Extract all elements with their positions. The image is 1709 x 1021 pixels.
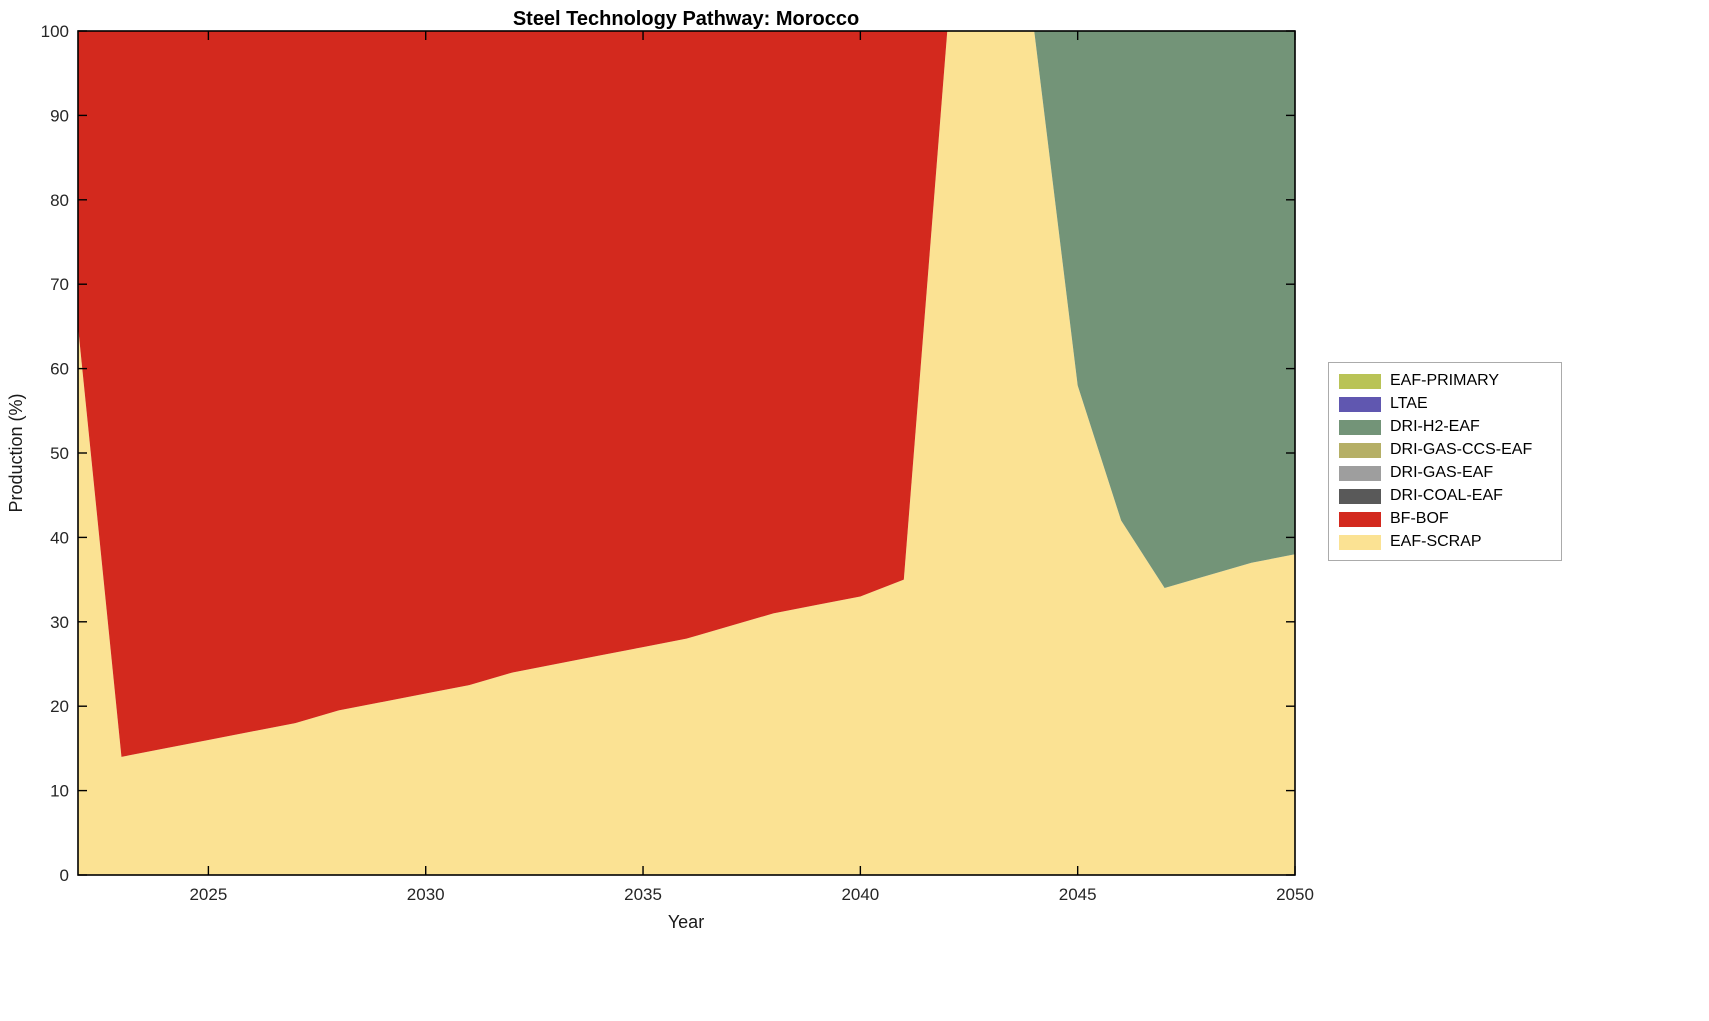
- legend-swatch-DRI-COAL-EAF: [1339, 488, 1381, 504]
- legend-label: DRI-GAS-EAF: [1390, 464, 1494, 481]
- legend-label: DRI-COAL-EAF: [1390, 487, 1503, 504]
- x-tick-label: 2030: [407, 885, 445, 904]
- tick-labels: 2025 2030 2035 2040 2045 20500102030405060708…: [41, 22, 1314, 904]
- x-tick-label: 2050: [1276, 885, 1314, 904]
- y-tick-label: 70: [50, 275, 69, 294]
- y-tick-label: 90: [50, 106, 69, 125]
- legend-item: DRI-COAL-EAF: [1339, 487, 1551, 505]
- area-BF-BOF: [78, 31, 1295, 757]
- x-tick-label: 2040: [841, 885, 879, 904]
- legend-label: EAF-PRIMARY: [1390, 372, 1500, 389]
- y-tick-label: 100: [41, 22, 69, 41]
- y-tick-label: 50: [50, 444, 69, 463]
- legend-label: DRI-H2-EAF: [1390, 418, 1480, 435]
- legend-item: EAF-SCRAP: [1339, 533, 1551, 551]
- legend-label: DRI-GAS-CCS-EAF: [1390, 441, 1533, 458]
- legend-swatch-LTAE: [1339, 396, 1381, 412]
- chart-axes: [77, 30, 1296, 876]
- legend-item: LTAE: [1339, 395, 1551, 413]
- legend: EAF-PRIMARY LTAE DRI-H2-EAF DRI-GAS-CCS-EAF…: [1328, 362, 1562, 561]
- legend-item: DRI-GAS-EAF: [1339, 464, 1551, 482]
- y-axis-label: Production (%): [6, 393, 26, 512]
- area-DRI-H2-EAF: [78, 31, 1295, 589]
- legend-swatch-EAF-SCRAP: [1339, 534, 1381, 550]
- y-tick-label: 80: [50, 191, 69, 210]
- y-tick-label: 60: [50, 360, 69, 379]
- chart-areas: [78, 31, 1295, 875]
- x-tick-label: 2025: [189, 885, 227, 904]
- y-tick-label: 0: [60, 866, 69, 885]
- area-EAF-SCRAP: [78, 31, 1295, 875]
- legend-swatch-DRI-GAS-EAF: [1339, 465, 1381, 481]
- chart-title: Steel Technology Pathway: Morocco: [513, 8, 859, 30]
- legend-swatch-EAF-PRIMARY: [1339, 373, 1381, 389]
- x-tick-label: 2045: [1059, 885, 1097, 904]
- x-tick-label: 2035: [624, 885, 662, 904]
- legend-label: LTAE: [1390, 395, 1428, 412]
- legend-swatch-DRI-GAS-CCS-EAF: [1339, 442, 1381, 458]
- legend-item: DRI-GAS-CCS-EAF: [1339, 441, 1551, 459]
- y-tick-label: 30: [50, 613, 69, 632]
- y-tick-label: 20: [50, 697, 69, 716]
- x-axis-label: Year: [668, 912, 704, 932]
- y-tick-label: 10: [50, 782, 69, 801]
- legend-swatch-BF-BOF: [1339, 511, 1381, 527]
- legend-swatch-DRI-H2-EAF: [1339, 419, 1381, 435]
- legend-item: BF-BOF: [1339, 510, 1551, 528]
- legend-item: EAF-PRIMARY: [1339, 372, 1551, 390]
- legend-item: DRI-H2-EAF: [1339, 418, 1551, 436]
- legend-label: EAF-SCRAP: [1390, 533, 1482, 550]
- y-tick-label: 40: [50, 528, 69, 547]
- legend-label: BF-BOF: [1390, 510, 1449, 527]
